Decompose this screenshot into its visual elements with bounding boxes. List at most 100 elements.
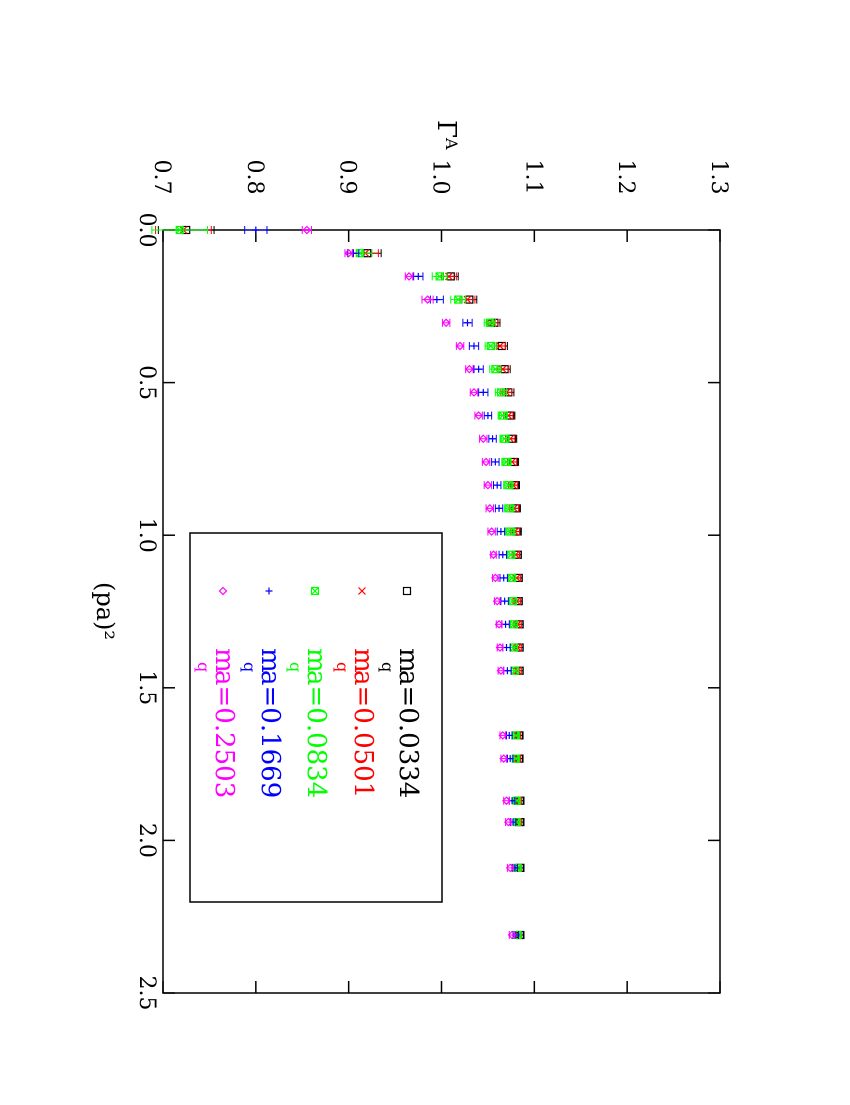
data-point xyxy=(494,619,504,629)
data-point xyxy=(431,272,448,281)
data-point xyxy=(504,504,515,513)
data-point xyxy=(489,550,498,560)
legend-entry: mq a=0.0501 xyxy=(333,587,378,798)
data-point xyxy=(505,527,516,536)
data-point xyxy=(492,481,502,490)
data-point xyxy=(501,457,512,467)
legend-marker xyxy=(402,586,412,596)
data-point xyxy=(498,550,507,559)
legend-label-value: a=0.0834 xyxy=(301,670,331,798)
data-point xyxy=(508,597,518,606)
legend-label-main: m xyxy=(209,648,239,673)
data-point xyxy=(494,504,504,513)
data-point xyxy=(483,480,493,490)
data-point xyxy=(151,225,209,235)
legend-label-value: a=0.1669 xyxy=(255,670,285,798)
data-point xyxy=(489,365,502,374)
y-tick-label: 0.8 xyxy=(242,160,267,195)
legend-label-value: a=0.0334 xyxy=(393,670,423,798)
data-point xyxy=(503,481,514,490)
data-point xyxy=(509,620,519,629)
legend-marker xyxy=(310,586,320,596)
tick-labels: 0.00.51.01.52.02.50.7 0.8 0.9 1.0 1.1 1.2 1.3 xyxy=(134,160,731,1011)
data-point xyxy=(301,225,313,235)
data-point xyxy=(506,754,514,763)
data-point xyxy=(462,318,473,327)
data-point xyxy=(503,817,513,827)
x-axis-label: (pa)² xyxy=(91,582,119,640)
data-point xyxy=(497,411,508,420)
x-tick-label: 2.0 xyxy=(134,823,159,858)
data-point xyxy=(413,272,424,281)
data-point xyxy=(491,457,500,466)
data-point xyxy=(495,643,505,652)
legend-marker xyxy=(218,586,228,596)
y-tick-label: 0.7 xyxy=(149,160,174,195)
x-tick-label: 1.0 xyxy=(134,518,159,553)
data-point xyxy=(404,272,414,281)
legend-marker xyxy=(265,587,273,595)
data-point xyxy=(509,643,519,652)
legend-entry: mq a=0.2503 xyxy=(194,586,239,798)
y-axis-label: Γ A xyxy=(431,120,461,150)
legend-label-sub: q xyxy=(194,662,213,672)
data-point xyxy=(468,341,480,350)
legend-entry: mq a=0.1669 xyxy=(240,587,285,798)
data-point xyxy=(465,364,474,374)
y-axis-label-subscript: A xyxy=(442,137,461,150)
legend-label-sub: q xyxy=(333,662,352,672)
data-point xyxy=(485,503,495,513)
data-point xyxy=(500,597,509,606)
legend-label-value: a=0.2503 xyxy=(209,670,239,798)
data-point xyxy=(505,863,515,873)
data-point xyxy=(450,295,467,304)
data-point xyxy=(469,388,479,397)
legend-marker xyxy=(358,587,366,595)
data-point xyxy=(490,573,500,583)
data-point xyxy=(481,457,491,467)
y-tick-label: 1.0 xyxy=(428,160,453,195)
legend-label-main: m xyxy=(348,648,378,673)
y-tick-label: 1.2 xyxy=(613,160,638,195)
y-tick-label: 1.1 xyxy=(520,160,545,195)
legend-label-sub: q xyxy=(286,662,305,672)
legend-entry: mq a=0.0834 xyxy=(286,586,331,798)
data-point xyxy=(478,388,489,397)
data-point xyxy=(507,930,517,940)
data-point xyxy=(496,666,506,676)
data-points xyxy=(151,225,525,940)
axis-ticks xyxy=(162,229,721,994)
legend-entry: mq a=0.0334 xyxy=(378,586,423,798)
data-point xyxy=(478,434,488,444)
data-point xyxy=(483,411,493,420)
data-point xyxy=(474,411,483,420)
data-point xyxy=(488,434,497,443)
y-axis-label-symbol: Γ xyxy=(431,120,461,138)
legend-label-main: m xyxy=(301,648,331,673)
legend-label-main: m xyxy=(393,648,423,673)
y-tick-label: 0.9 xyxy=(335,160,360,195)
x-tick-label: 1.5 xyxy=(134,670,159,705)
data-point xyxy=(441,318,451,328)
data-point xyxy=(502,796,511,806)
data-point xyxy=(492,596,502,606)
data-point xyxy=(498,731,508,740)
data-point xyxy=(421,295,434,304)
data-point xyxy=(455,341,465,351)
data-point xyxy=(506,550,516,559)
data-point xyxy=(499,573,508,582)
data-point xyxy=(483,318,496,327)
data-point xyxy=(484,341,497,351)
data-point xyxy=(507,573,517,583)
data-point xyxy=(487,527,496,536)
legend-label-main: m xyxy=(255,648,285,673)
legend-label-sub: q xyxy=(240,662,259,672)
x-tick-label: 2.5 xyxy=(134,976,159,1011)
legend-label-value: a=0.0501 xyxy=(348,670,378,798)
data-point xyxy=(496,527,506,536)
data-point xyxy=(499,434,510,443)
legend-label-sub: q xyxy=(378,662,397,672)
